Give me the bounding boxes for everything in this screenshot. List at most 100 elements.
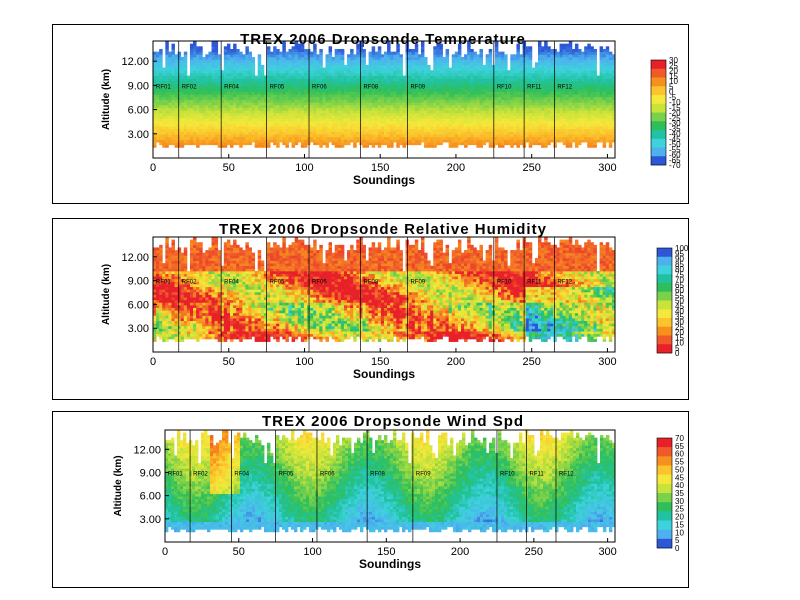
heatmap-cell (193, 46, 197, 50)
heatmap-cell (291, 131, 296, 135)
heatmap-cell (291, 51, 296, 55)
heatmap-cell (322, 104, 326, 108)
heatmap-cell (461, 126, 465, 130)
heatmap-cell (488, 51, 493, 55)
heatmap-cell (568, 126, 573, 130)
heatmap-cell (226, 67, 231, 71)
heatmap-cell (208, 128, 212, 132)
heatmap-cell (464, 96, 468, 100)
heatmap-cell (334, 139, 339, 143)
heatmap-cell (189, 112, 194, 116)
heatmap-cell (239, 112, 243, 116)
heatmap-cell (313, 72, 317, 76)
heatmap-cell (156, 128, 160, 132)
heatmap-cell (257, 64, 262, 68)
heatmap-cell (248, 118, 252, 122)
heatmap-cells (153, 41, 616, 148)
heatmap-cell (156, 78, 160, 82)
heatmap-cell (205, 128, 209, 132)
heatmap-cell (325, 56, 329, 61)
heatmap-cell (467, 80, 471, 84)
heatmap-cell (285, 80, 289, 84)
heatmap-cell (504, 72, 508, 76)
heatmap-cell (578, 94, 582, 98)
heatmap-cell (525, 112, 530, 116)
heatmap-cell (439, 134, 443, 138)
heatmap-cell (501, 94, 505, 98)
heatmap-cell (550, 115, 554, 119)
heatmap-cell (171, 123, 175, 127)
heatmap-cell (448, 88, 453, 92)
heatmap-cell (547, 80, 551, 84)
heatmap-cell (454, 51, 459, 55)
heatmap-cell (417, 107, 422, 111)
heatmap-cell (371, 56, 376, 61)
heatmap-cell (276, 123, 280, 127)
heatmap-cell (439, 102, 443, 106)
heatmap-cell (494, 70, 499, 74)
heatmap-cell (343, 104, 348, 108)
heatmap-cell (325, 78, 329, 82)
heatmap-cell (461, 112, 465, 116)
heatmap-cell (436, 46, 440, 50)
heatmap-cell (168, 59, 172, 63)
heatmap-cell (251, 70, 256, 74)
heatmap-cell (205, 86, 209, 90)
heatmap-cell (420, 72, 425, 76)
heatmap-cell (568, 80, 573, 84)
heatmap-cell (565, 62, 570, 66)
heatmap-cell (248, 120, 252, 124)
heatmap-cell (408, 112, 413, 116)
heatmap-cell (374, 80, 379, 84)
heatmap-cell (399, 128, 403, 132)
heatmap-cell (513, 112, 517, 116)
heatmap-cell (485, 54, 490, 58)
heatmap-cell (454, 134, 459, 138)
heatmap-cell (223, 123, 228, 127)
heatmap-cell (251, 110, 256, 114)
heatmap-cell (285, 102, 289, 106)
heatmap-cell (417, 126, 422, 130)
heatmap-cell (387, 134, 391, 138)
heatmap-cell (288, 88, 292, 92)
heatmap-cell (273, 91, 277, 95)
heatmap-cell (494, 142, 499, 146)
heatmap-cell (156, 94, 160, 98)
heatmap-cell (559, 86, 564, 90)
heatmap-cell (285, 128, 289, 132)
heatmap-cell (183, 70, 188, 74)
heatmap-cell (273, 62, 277, 66)
heatmap-cell (337, 118, 342, 122)
heatmap-cell (174, 131, 179, 135)
heatmap-cell (322, 142, 326, 146)
heatmap-cell (211, 51, 215, 55)
heatmap-cell (451, 80, 456, 84)
heatmap-cell (488, 99, 493, 103)
heatmap-cell (343, 136, 348, 140)
heatmap-cell (313, 88, 317, 92)
heatmap-cell (454, 91, 459, 95)
heatmap-cell (162, 72, 166, 76)
heatmap-cell (297, 134, 302, 138)
heatmap-cell (236, 104, 240, 108)
heatmap-cell (420, 88, 425, 92)
heatmap-cell (470, 91, 474, 95)
heatmap-cell (547, 118, 551, 122)
heatmap-cell (384, 51, 388, 55)
heatmap-cell (186, 104, 191, 108)
heatmap-cell (411, 62, 416, 66)
heatmap-cell (214, 104, 219, 108)
heatmap-cell (442, 115, 446, 119)
heatmap-cell (297, 48, 302, 53)
heatmap-cell (417, 56, 422, 61)
heatmap-cell (294, 139, 299, 143)
heatmap-cell (380, 110, 385, 114)
heatmap-cell (362, 59, 366, 63)
heatmap-cell (233, 75, 237, 79)
heatmap-cell (457, 80, 462, 84)
heatmap-cell (451, 115, 456, 119)
heatmap-cell (270, 99, 274, 103)
heatmap-cell (467, 67, 471, 71)
heatmap-cell (217, 94, 222, 98)
heatmap-cell (427, 118, 431, 122)
